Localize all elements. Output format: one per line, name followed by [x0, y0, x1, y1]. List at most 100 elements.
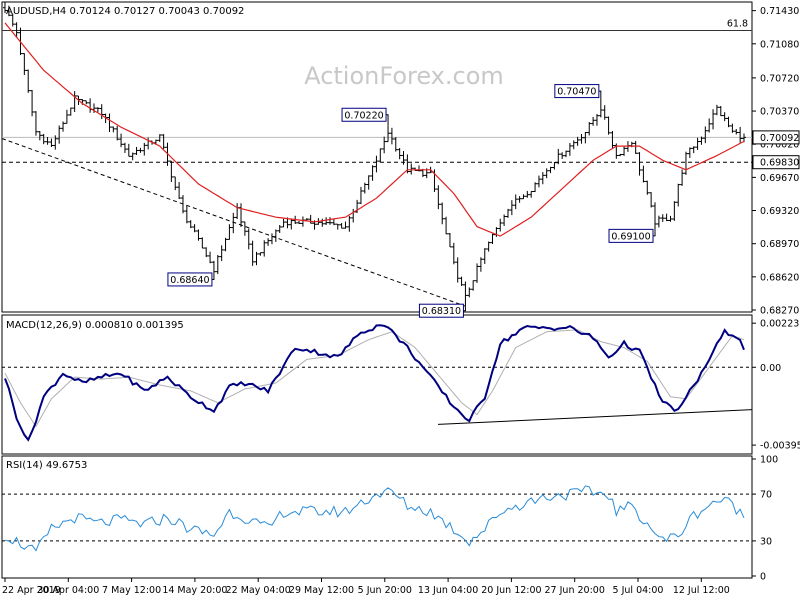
price-bar [571, 140, 576, 150]
annotation-box [554, 84, 600, 99]
rsi-plot [2, 485, 752, 552]
price-bar [339, 223, 344, 229]
price-bar [409, 163, 414, 175]
macd-signal-line [4, 329, 745, 428]
price-bar [122, 142, 127, 153]
watermark: ActionForex.com [304, 62, 504, 90]
time-tick-label: 27 Jun 20:00 [545, 585, 605, 596]
price-bar [53, 135, 58, 150]
price-annotation: 0.68640 [167, 272, 215, 287]
price-bar [459, 276, 464, 286]
price-bar [239, 203, 244, 228]
price-bar [521, 194, 526, 200]
price-bar [649, 192, 654, 208]
annotation-leader [653, 231, 656, 237]
price-bar [200, 237, 205, 249]
price-bar [622, 145, 627, 156]
price-bar [119, 133, 124, 148]
price-bar [738, 126, 743, 143]
price-bar [173, 176, 178, 191]
price-bar [57, 125, 62, 144]
price-bar [618, 153, 623, 157]
price-bar [273, 229, 278, 242]
macd-tick-label: -0.00395 [760, 441, 800, 452]
time-tick-label: 5 Jun 20:00 [358, 585, 412, 596]
price-bar [37, 130, 42, 141]
price-bar [722, 112, 727, 122]
price-bar [742, 133, 746, 143]
time-tick-label: 7 May 12:00 [102, 585, 161, 596]
price-bar [548, 166, 553, 174]
macd-trendline [437, 409, 753, 425]
price-bar [297, 220, 302, 224]
price-bar [641, 165, 646, 183]
time-tick-label: 22 May 04:00 [226, 585, 291, 596]
price-bar [61, 121, 66, 132]
price-bar [169, 160, 174, 182]
price-bar [130, 152, 135, 161]
annotation-box [167, 272, 213, 287]
price-bar [447, 233, 452, 248]
annotation-box [608, 228, 654, 243]
price-bar [513, 194, 518, 210]
macd-panel-frame [1, 314, 753, 455]
price-bar [714, 104, 719, 116]
price-bar [196, 229, 201, 241]
price-bar [726, 116, 731, 128]
time-tick-label: 14 May 20:00 [162, 585, 227, 596]
price-bar [215, 254, 220, 275]
price-bar [529, 190, 534, 198]
price-bar [184, 205, 189, 224]
price-annotation: 0.69100 [608, 228, 656, 243]
price-bar [161, 134, 166, 150]
price-bar [22, 53, 27, 75]
price-bar [366, 175, 371, 190]
price-bar [211, 260, 216, 275]
price-bar [436, 185, 441, 210]
time-tick-label: 5 Jul 04:00 [613, 585, 664, 596]
annotation-leader [211, 274, 215, 280]
price-annotation: 0.70470 [554, 84, 602, 102]
rsi-line [4, 485, 745, 552]
price-tick-label: 0.68970 [760, 239, 799, 250]
price-bar [6, 5, 11, 17]
price-bar [672, 201, 677, 221]
price-annotation: 0.70220 [341, 107, 389, 126]
price-bar [567, 142, 572, 156]
price-bar [486, 241, 491, 252]
price-bar [695, 137, 700, 150]
price-bar [444, 216, 449, 235]
price-bar [382, 136, 387, 154]
price-bar [591, 116, 596, 126]
macd-tick-label: 0.002237 [760, 319, 800, 330]
price-bar [478, 257, 483, 272]
support-price-tag: 0.69830 [760, 158, 799, 169]
price-bar [246, 228, 251, 250]
price-tick-label: 0.71430 [760, 6, 799, 17]
price-bar [320, 218, 325, 227]
price-bar [416, 165, 421, 172]
price-bar [575, 136, 580, 146]
price-bar [285, 217, 290, 229]
price-tick-label: 0.68270 [760, 306, 799, 317]
price-bar [250, 240, 255, 266]
annotation-label: 0.68640 [170, 275, 209, 286]
price-bar [475, 263, 480, 283]
rsi-tick-label: 0 [760, 572, 766, 583]
price-bar [99, 104, 104, 120]
price-bar [386, 125, 391, 143]
price-bar [467, 287, 472, 298]
price-bar [68, 107, 73, 116]
price-bar [10, 13, 15, 27]
price-bar [397, 148, 402, 160]
price-bar [300, 216, 305, 227]
price-bar [691, 146, 696, 154]
price-bar [126, 143, 131, 157]
price-bar [525, 190, 530, 198]
price-bar [680, 169, 685, 186]
price-bar [277, 224, 282, 233]
price-bar [633, 140, 638, 154]
price-bar [560, 152, 565, 160]
rsi-tick-label: 100 [760, 455, 778, 466]
price-bar [115, 125, 120, 141]
